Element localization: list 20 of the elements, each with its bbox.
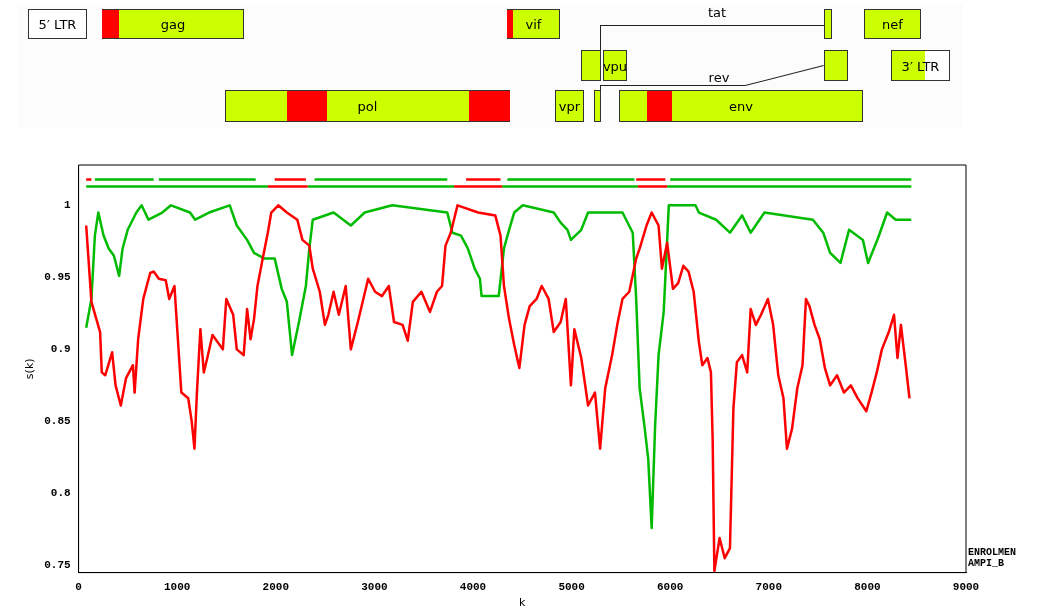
text: ENROLMEN — [968, 547, 1017, 559]
x-tick-label: 8000 — [854, 580, 881, 593]
y-tick-label: 0.9 — [50, 343, 71, 356]
text: AMPI_B — [968, 558, 1005, 570]
x-tick-label: 3000 — [361, 580, 388, 593]
y-axis-title: s(k) — [23, 358, 37, 380]
x-tick-label: 2000 — [262, 580, 290, 593]
x-tick-label: 1000 — [164, 580, 191, 593]
y-tick-label: 0.95 — [44, 271, 71, 284]
y-tick-label: 0.8 — [50, 487, 71, 500]
y-tick-label: 1 — [63, 199, 71, 212]
x-tick-label: 7000 — [755, 580, 782, 593]
x-tick-label: 4000 — [459, 580, 487, 593]
x-tick-label: 5000 — [558, 580, 585, 593]
x-tick-label: 9000 — [952, 580, 980, 593]
y-tick-label: 0.75 — [44, 559, 71, 572]
y-tick-label: 0.85 — [44, 415, 71, 428]
x-axis-title: k — [519, 596, 527, 610]
x-tick-label: 6000 — [657, 580, 684, 593]
x-tick-label: 0 — [75, 580, 82, 593]
